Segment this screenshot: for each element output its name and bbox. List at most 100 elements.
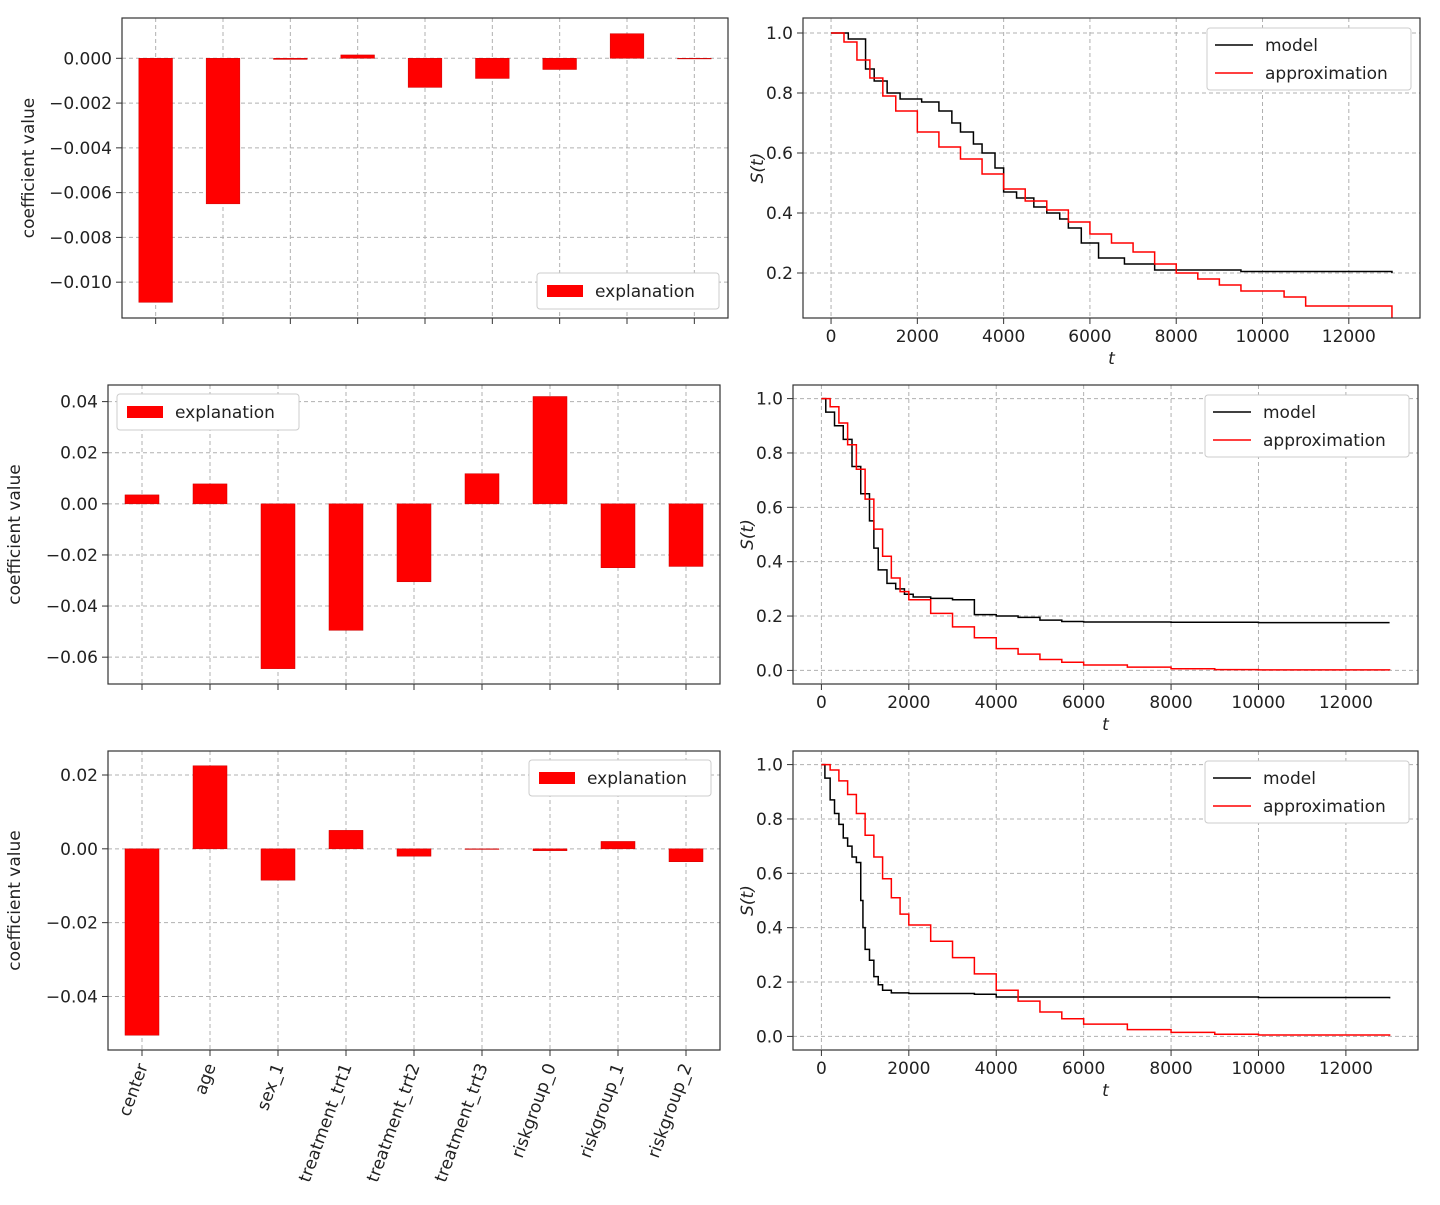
y-tick-label: 0.02: [60, 444, 98, 464]
series-line-approximation: [821, 763, 1391, 1036]
legend: model approximation: [1204, 760, 1410, 824]
y-tick-label: 1.0: [756, 390, 783, 410]
x-tick-label: riskgroup_2: [644, 1061, 697, 1161]
y-tick-label: 0.0: [756, 661, 783, 681]
x-tick-label: riskgroup_1: [576, 1061, 629, 1161]
y-tick-label: 0.02: [60, 766, 98, 786]
x-tick-label: age: [191, 1061, 221, 1098]
y-axis-label: S(t): [738, 519, 758, 550]
x-tick-label: 0: [816, 1059, 827, 1079]
y-tick-label: 0.2: [756, 973, 783, 993]
bar-sex_1: [273, 58, 308, 60]
bar-treatment_trt2: [396, 848, 432, 857]
y-tick-label: 0.4: [756, 553, 783, 573]
x-tick-label: sex_1: [253, 1061, 288, 1113]
legend-label: approximation: [1263, 431, 1386, 451]
x-tick-label: 10000: [1235, 327, 1289, 347]
panel-row-3-right: 0.0 0.2 0.4 0.6 0.8 1.0 0 2000 4000 6000 8000 10000…: [738, 750, 1419, 1101]
legend-label: model: [1265, 36, 1318, 56]
y-tick-label: 0.0: [756, 1027, 783, 1047]
x-tick-label: treatment_trt1: [295, 1061, 357, 1185]
y-tick-label: 0.04: [60, 393, 98, 413]
bar-riskgroup_2: [668, 503, 704, 567]
bar-treatment_trt3: [464, 848, 500, 850]
legend: model approximation: [1206, 27, 1412, 91]
x-tick-label: 6000: [1068, 327, 1111, 347]
legend: explanation: [536, 272, 720, 310]
y-tick-label: 0.4: [756, 919, 783, 939]
legend-label: model: [1263, 403, 1316, 423]
legend: model approximation: [1204, 394, 1410, 458]
legend-label: approximation: [1265, 64, 1388, 84]
y-tick-label: 1.0: [766, 24, 793, 44]
x-tick-label: 4000: [982, 327, 1025, 347]
legend-box: [528, 759, 712, 797]
y-tick-label: −0.006: [49, 184, 112, 204]
legend-label: approximation: [1263, 797, 1386, 817]
x-tick-label: 8000: [1149, 1059, 1192, 1079]
axes-frame: [792, 750, 1419, 1051]
y-tick-label: 0.8: [766, 84, 793, 104]
x-tick-label: 4000: [975, 693, 1018, 713]
bar-treatment_trt3: [475, 58, 510, 79]
bar-sex_1: [260, 503, 296, 669]
bar-center: [124, 848, 160, 1036]
y-tick-label: −0.06: [46, 648, 98, 668]
y-tick-label: −0.010: [49, 273, 112, 293]
bar-riskgroup_2: [677, 58, 712, 60]
legend-box: [536, 272, 720, 310]
axes-frame: [802, 17, 1421, 319]
y-tick-label: −0.02: [46, 546, 98, 566]
x-tick-label: center: [115, 1061, 153, 1119]
x-tick-label: 12000: [1319, 1059, 1373, 1079]
y-tick-label: 0.8: [756, 810, 783, 830]
legend-box: [116, 393, 300, 431]
y-tick-label: −0.04: [46, 597, 98, 617]
x-tick-label: 10000: [1231, 693, 1285, 713]
legend-box: [1204, 394, 1410, 458]
axes-frame: [792, 384, 1419, 685]
bar-riskgroup_0: [532, 396, 568, 505]
x-tick-label: 8000: [1155, 327, 1198, 347]
x-tick-label: 2000: [896, 327, 939, 347]
bar-riskgroup_0: [532, 848, 568, 851]
legend-swatch: [547, 285, 583, 297]
x-tick-label: treatment_trt2: [363, 1061, 425, 1185]
bar-center: [124, 494, 160, 505]
series-line-approximation: [831, 32, 1393, 318]
x-tick-label: 0: [826, 327, 837, 347]
bar-treatment_trt1: [328, 503, 364, 631]
y-tick-label: 0.4: [766, 204, 793, 224]
y-tick-label: −0.02: [46, 914, 98, 934]
x-axis-label: t: [1102, 1081, 1110, 1101]
panel-row-1-left: 0.000 −0.002 −0.004 −0.006 −0.008 −0.010 coeff…: [19, 17, 729, 324]
bar-age: [192, 483, 228, 505]
panel-row-2-right: 0.0 0.2 0.4 0.6 0.8 1.0 0 2000 4000 6000 8000 10000…: [738, 384, 1419, 735]
y-tick-label: −0.002: [49, 94, 112, 114]
bar-center: [138, 58, 173, 303]
y-tick-label: 0.6: [766, 144, 793, 164]
legend-box: [1204, 760, 1410, 824]
panel-row-2-left: 0.04 0.02 0.00 −0.02 −0.04 −0.06 coefficient v…: [5, 384, 721, 690]
y-axis-label: S(t): [738, 885, 758, 916]
y-axis-label: coefficient value: [19, 98, 39, 238]
x-tick-label: 2000: [887, 693, 930, 713]
bar-riskgroup_1: [609, 33, 645, 59]
bar-treatment_trt1: [340, 54, 375, 59]
y-tick-label: 0.000: [63, 49, 112, 69]
y-tick-label: 0.2: [766, 264, 793, 284]
x-tick-label: 10000: [1231, 1059, 1285, 1079]
y-tick-label: −0.004: [49, 139, 112, 159]
panel-row-1-right: 0.2 0.4 0.6 0.8 1.0 0 2000 4000 6000 8000 10000 120…: [748, 17, 1421, 369]
legend-box: [1206, 27, 1412, 91]
x-tick-label: treatment_trt3: [431, 1061, 493, 1185]
y-tick-label: 1.0: [756, 756, 783, 776]
y-axis-label: S(t): [748, 153, 768, 184]
bar-riskgroup_0: [542, 58, 577, 70]
x-tick-label: 6000: [1062, 693, 1105, 713]
x-axis-label: t: [1102, 715, 1110, 735]
bar-age: [205, 58, 241, 205]
y-axis-label: coefficient value: [5, 830, 25, 970]
legend-label: model: [1263, 769, 1316, 789]
